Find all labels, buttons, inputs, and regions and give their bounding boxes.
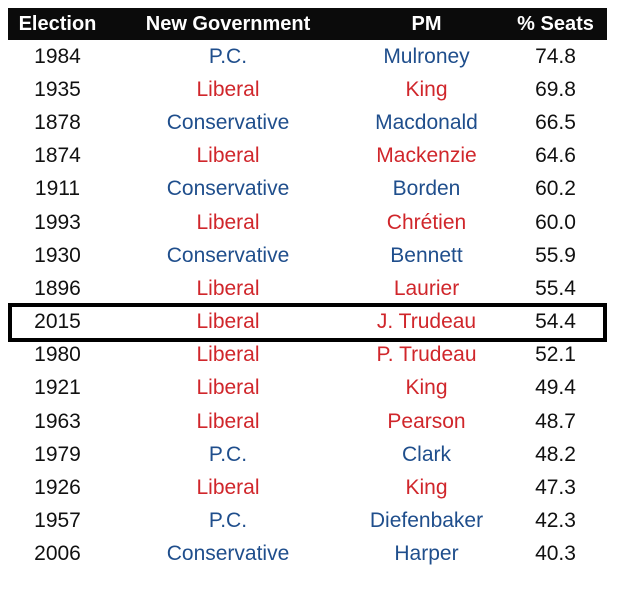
pm-cell: Harper <box>394 542 459 566</box>
table-row: 1979 P.C. Clark 48.2 <box>8 438 607 471</box>
government-cell: Liberal <box>196 276 260 300</box>
government-cell: Liberal <box>196 77 260 101</box>
seats-percent-cell: 55.9 <box>535 243 576 267</box>
table-row: 1980 Liberal P. Trudeau 52.1 <box>8 339 607 372</box>
table-body: 1984 P.C. Mulroney 74.8 1935 Liberal King 69.8 1… <box>8 40 607 571</box>
table-row: 1921 Liberal King 49.4 <box>8 372 607 405</box>
seats-percent-cell: 54.4 <box>535 310 576 334</box>
election-year-cell: 1896 <box>34 276 81 300</box>
election-year-cell: 1926 <box>34 476 81 500</box>
government-cell: Liberal <box>196 476 260 500</box>
table-row: 1874 Liberal Mackenzie 64.6 <box>8 140 607 173</box>
election-year-cell: 2006 <box>34 542 81 566</box>
pm-cell: Bennett <box>390 243 463 267</box>
table-row: 1963 Liberal Pearson 48.7 <box>8 405 607 438</box>
election-year-cell: 1993 <box>34 210 81 234</box>
table-row: 1926 Liberal King 47.3 <box>8 471 607 504</box>
government-cell: Liberal <box>196 310 260 334</box>
table-row: 1935 Liberal King 69.8 <box>8 73 607 106</box>
election-year-cell: 1878 <box>34 110 81 134</box>
government-cell: Conservative <box>166 243 290 267</box>
pm-cell: Mackenzie <box>376 144 477 168</box>
table-row: 2015 Liberal J. Trudeau 54.4 <box>8 306 607 339</box>
seats-percent-cell: 40.3 <box>535 542 576 566</box>
government-cell: Liberal <box>196 144 260 168</box>
government-cell: Liberal <box>196 210 260 234</box>
government-cell: Liberal <box>196 343 260 367</box>
election-year-cell: 1957 <box>34 509 81 533</box>
seats-percent-cell: 69.8 <box>535 77 576 101</box>
table-row: 1930 Conservative Bennett 55.9 <box>8 239 607 272</box>
pm-cell: Pearson <box>387 409 466 433</box>
pm-cell: King <box>405 476 448 500</box>
table-row: 1957 P.C. Diefenbaker 42.3 <box>8 505 607 538</box>
election-year-cell: 1984 <box>34 44 81 68</box>
election-year-cell: 2015 <box>34 310 81 334</box>
government-cell: P.C. <box>208 44 248 68</box>
seats-percent-cell: 42.3 <box>535 509 576 533</box>
header-pm: PM <box>411 12 442 35</box>
seats-table: Election New Government PM % Seats 1984 P… <box>8 8 607 571</box>
table-row: 1993 Liberal Chrétien 60.0 <box>8 206 607 239</box>
table-row: 2006 Conservative Harper 40.3 <box>8 538 607 571</box>
government-cell: P.C. <box>208 442 248 466</box>
government-cell: Liberal <box>196 376 260 400</box>
seats-percent-cell: 55.4 <box>535 276 576 300</box>
government-cell: P.C. <box>208 509 248 533</box>
pm-cell: King <box>405 77 448 101</box>
header-seats: % Seats <box>517 12 594 35</box>
government-cell: Conservative <box>166 177 290 201</box>
table-row: 1896 Liberal Laurier 55.4 <box>8 272 607 305</box>
seats-percent-cell: 74.8 <box>535 44 576 68</box>
election-year-cell: 1980 <box>34 343 81 367</box>
seats-percent-cell: 49.4 <box>535 376 576 400</box>
election-year-cell: 1911 <box>34 177 81 201</box>
table-header: Election New Government PM % Seats <box>8 8 607 40</box>
election-year-cell: 1963 <box>34 409 81 433</box>
pm-cell: Macdonald <box>375 110 478 134</box>
seats-percent-cell: 60.0 <box>535 210 576 234</box>
pm-cell: J. Trudeau <box>376 310 477 334</box>
header-election: Election <box>18 12 97 35</box>
government-cell: Conservative <box>166 542 290 566</box>
seats-percent-cell: 48.7 <box>535 409 576 433</box>
pm-cell: P. Trudeau <box>376 343 477 367</box>
pm-cell: Borden <box>392 177 461 201</box>
seats-percent-cell: 64.6 <box>535 144 576 168</box>
pm-cell: Chrétien <box>386 210 467 234</box>
table-row: 1911 Conservative Borden 60.2 <box>8 173 607 206</box>
seats-percent-cell: 48.2 <box>535 442 576 466</box>
government-cell: Liberal <box>196 409 260 433</box>
table-row: 1984 P.C. Mulroney 74.8 <box>8 40 607 73</box>
pm-cell: Diefenbaker <box>369 509 484 533</box>
election-year-cell: 1874 <box>34 144 81 168</box>
seats-percent-cell: 60.2 <box>535 177 576 201</box>
seats-percent-cell: 47.3 <box>535 476 576 500</box>
election-year-cell: 1921 <box>34 376 81 400</box>
pm-cell: Laurier <box>393 276 460 300</box>
seats-percent-cell: 66.5 <box>535 110 576 134</box>
election-year-cell: 1935 <box>34 77 81 101</box>
seats-percent-cell: 52.1 <box>535 343 576 367</box>
election-year-cell: 1979 <box>34 442 81 466</box>
header-new-government: New Government <box>145 12 311 35</box>
pm-cell: Mulroney <box>383 44 470 68</box>
election-year-cell: 1930 <box>34 243 81 267</box>
pm-cell: King <box>405 376 448 400</box>
table-row: 1878 Conservative Macdonald 66.5 <box>8 106 607 139</box>
pm-cell: Clark <box>401 442 451 466</box>
government-cell: Conservative <box>166 110 290 134</box>
